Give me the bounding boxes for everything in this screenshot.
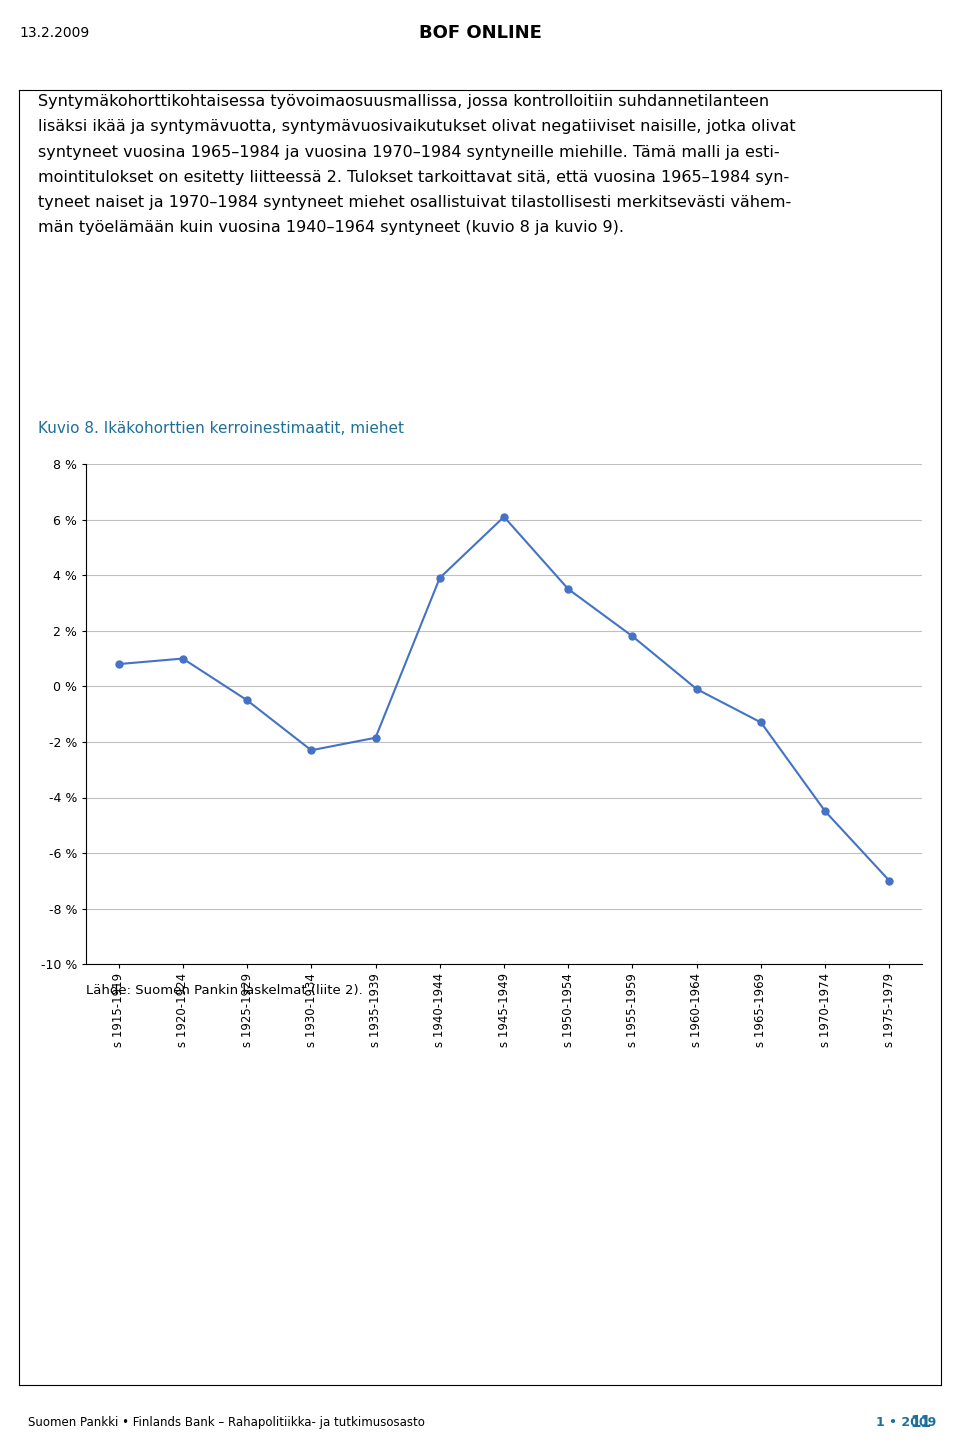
Text: Suomen Pankki • Finlands Bank – Rahapolitiikka- ja tutkimusosasto: Suomen Pankki • Finlands Bank – Rahapoli…	[29, 1417, 425, 1428]
Text: 13.2.2009: 13.2.2009	[19, 26, 89, 39]
Text: BOF ONLINE: BOF ONLINE	[419, 23, 541, 42]
Text: Lähde: Suomen Pankin laskelmat (liite 2).: Lähde: Suomen Pankin laskelmat (liite 2)…	[86, 985, 363, 996]
Text: 1 • 2009: 1 • 2009	[876, 1417, 937, 1428]
Text: Kuvio 8. Ikäkohorttien kerroinestimaatit, miehet: Kuvio 8. Ikäkohorttien kerroinestimaatit…	[38, 420, 404, 436]
Text: Syntymäkohorttikohtaisessa työvoimaosuusmallissa, jossa kontrolloitiin suhdannet: Syntymäkohorttikohtaisessa työvoimaosuus…	[38, 94, 796, 235]
Text: 11: 11	[911, 1415, 931, 1430]
